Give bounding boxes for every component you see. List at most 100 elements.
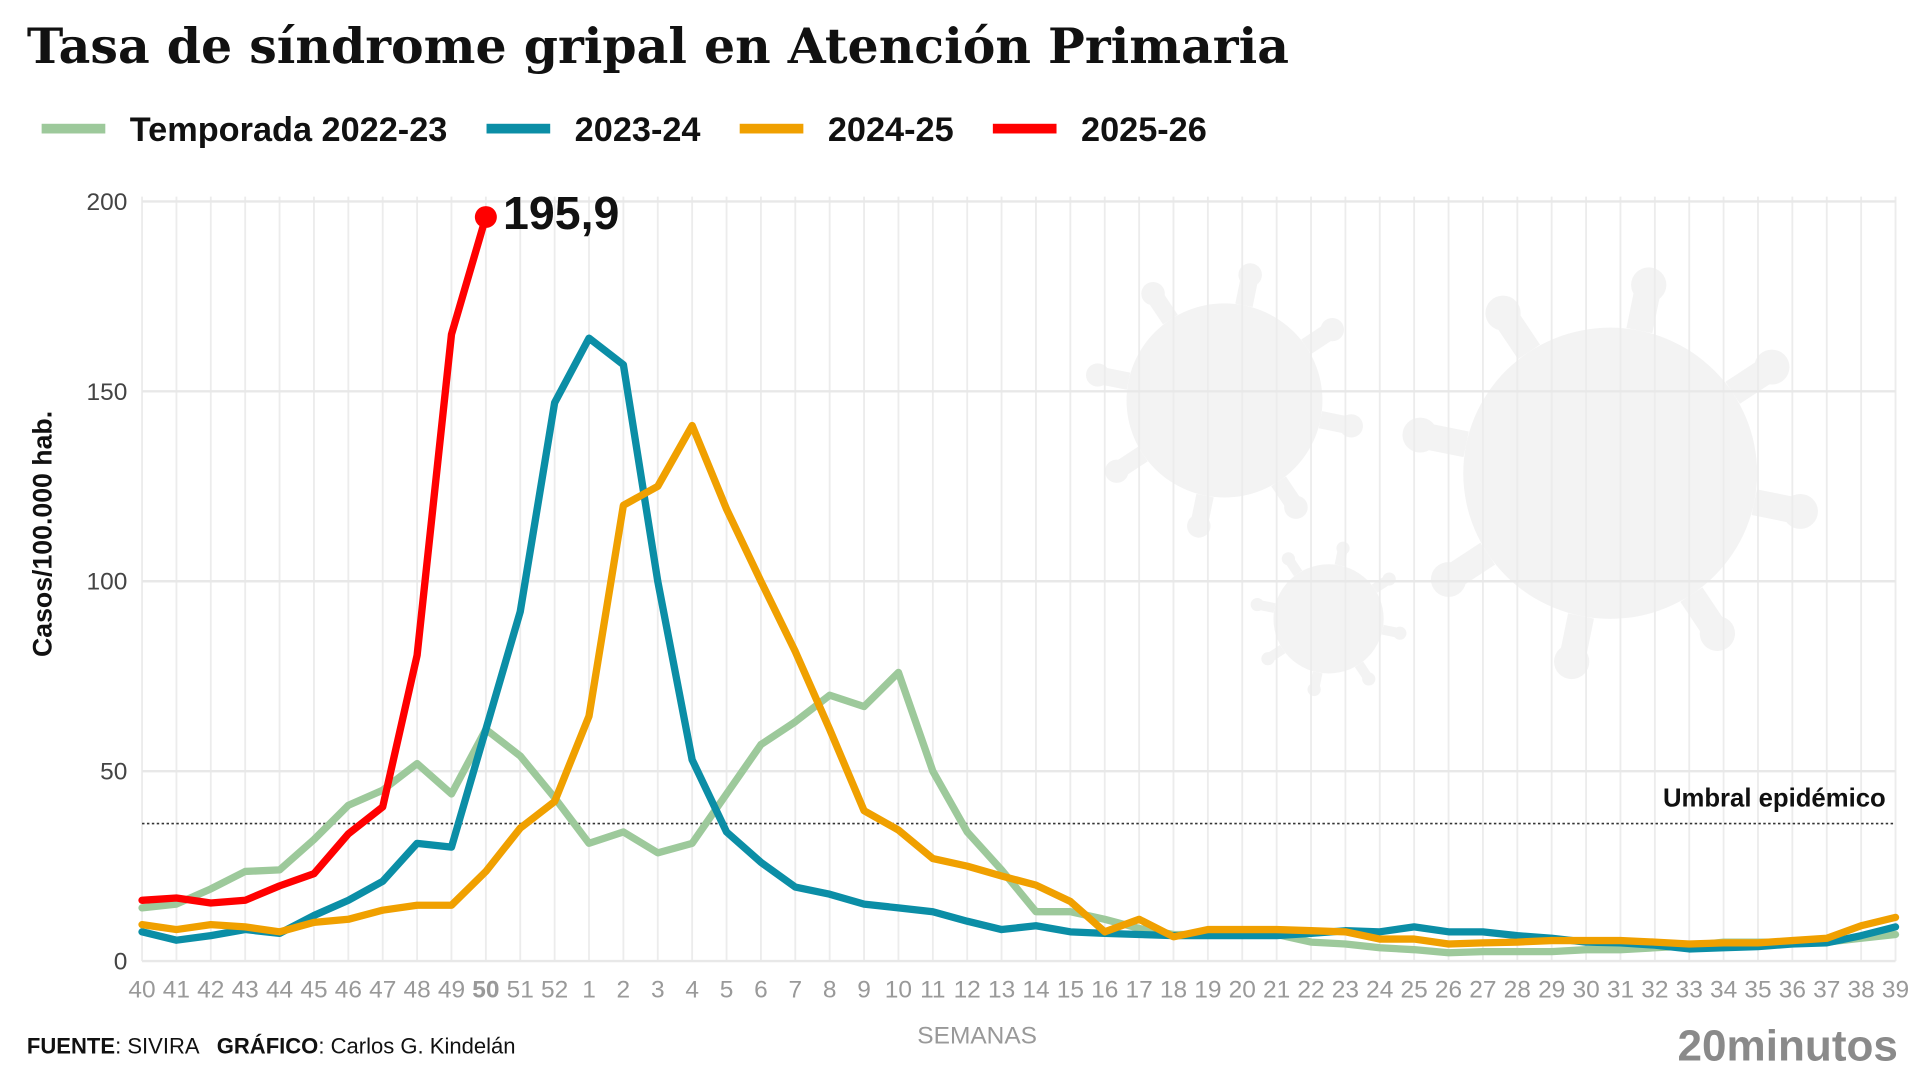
x-tick-label: 17 <box>1125 977 1152 1004</box>
x-tick-label: 22 <box>1297 977 1324 1004</box>
x-tick-label: 26 <box>1435 977 1462 1004</box>
virus-spike-tip <box>1754 349 1790 385</box>
grid <box>141 196 1897 963</box>
virus-spike-tip <box>1250 598 1264 612</box>
x-tick-label: 37 <box>1813 977 1840 1004</box>
y-axis-ticks: 0 50 100 150 200 <box>87 189 128 976</box>
graphic-value: : Carlos G. Kindelán <box>318 1033 515 1058</box>
x-tick-label: 45 <box>300 977 327 1004</box>
x-tick-label: 27 <box>1469 977 1496 1004</box>
y-tick-label: 200 <box>87 189 128 216</box>
x-tick-label: 4 <box>685 977 699 1004</box>
virus-spike-tip <box>1261 652 1275 666</box>
x-tick-label: 46 <box>335 977 362 1004</box>
virus-spike-tip <box>1362 672 1376 686</box>
legend-swatch <box>486 123 551 134</box>
virus-spike-tip <box>1187 514 1211 538</box>
chart-title: Tasa de síndrome gripal en Atención Prim… <box>27 18 1289 75</box>
x-tick-label: 9 <box>857 977 871 1004</box>
x-tick-label: 29 <box>1538 977 1565 1004</box>
y-axis-label: Casos/100.000 hab. <box>27 411 57 657</box>
source-value: : SIVIRA <box>115 1033 200 1058</box>
x-tick-label: 13 <box>988 977 1015 1004</box>
brand-logo: 20minutos <box>1678 1022 1898 1071</box>
virus-spike-tip <box>1238 263 1262 287</box>
x-tick-label: 52 <box>541 977 568 1004</box>
virus-spike-tip <box>1307 682 1321 697</box>
legend-swatch <box>739 123 804 134</box>
virus-spike-tip <box>1336 541 1350 555</box>
y-tick-label: 100 <box>87 569 128 596</box>
x-tick-label: 43 <box>232 977 259 1004</box>
virus-body <box>1273 564 1384 674</box>
legend-swatch <box>992 123 1057 134</box>
x-tick-label: 8 <box>823 977 837 1004</box>
x-tick-label: 50 <box>472 977 499 1004</box>
x-tick-label: 36 <box>1779 977 1806 1004</box>
virus-spike-tip <box>1382 572 1396 586</box>
virus-spike-tip <box>1339 414 1363 438</box>
x-axis-ticks: 40 41 42 43 44 45 46 47 48 49 50 51 52 1 2 3 4 5 6 7 8 9 10 11 1… <box>128 977 1909 1004</box>
y-tick-label: 50 <box>100 759 127 786</box>
virus-spike-tip <box>1104 459 1129 483</box>
legend: Temporada 2022-23 2023-24 2024-25 2025-26 <box>41 111 1207 149</box>
y-tick-label: 0 <box>114 949 128 976</box>
x-tick-label: 7 <box>788 977 802 1004</box>
series-line-3 <box>138 421 1900 948</box>
series-line-4 <box>138 213 490 907</box>
x-tick-label: 18 <box>1160 977 1187 1004</box>
x-tick-label: 34 <box>1710 977 1737 1004</box>
x-tick-label: 41 <box>163 977 190 1004</box>
x-tick-label: 48 <box>403 977 430 1004</box>
x-tick-label: 10 <box>885 977 912 1004</box>
series-lines <box>138 206 1900 957</box>
x-tick-label: 12 <box>954 977 981 1004</box>
x-tick-label: 33 <box>1676 977 1703 1004</box>
legend-label: 2025-26 <box>1081 111 1207 149</box>
legend-label: 2024-25 <box>828 111 954 149</box>
threshold-label: Umbral epidémico <box>1663 785 1886 813</box>
graphic-label: GRÁFICO <box>217 1033 319 1058</box>
virus-spike-tip <box>1782 493 1818 529</box>
x-tick-label: 3 <box>651 977 665 1004</box>
virus-body <box>1463 327 1758 619</box>
virus-spike-tip <box>1281 552 1295 566</box>
x-tick-label: 25 <box>1401 977 1428 1004</box>
x-tick-label: 2 <box>617 977 631 1004</box>
x-tick-label: 6 <box>754 977 768 1004</box>
legend-label: 2023-24 <box>575 111 701 149</box>
x-tick-label: 20 <box>1229 977 1256 1004</box>
virus-spike-tip <box>1631 267 1667 303</box>
source-label: FUENTE <box>27 1033 115 1058</box>
last-value-marker <box>474 206 497 228</box>
x-tick-label: 39 <box>1882 977 1909 1004</box>
x-tick-label: 11 <box>920 977 945 1004</box>
x-tick-label: 28 <box>1504 977 1531 1004</box>
x-axis-label: SEMANAS <box>917 1023 1037 1050</box>
x-tick-label: 24 <box>1366 977 1393 1004</box>
x-tick-label: 1 <box>582 977 596 1004</box>
x-tick-label: 42 <box>197 977 224 1004</box>
x-tick-label: 32 <box>1641 977 1668 1004</box>
virus-watermark <box>1086 263 1818 697</box>
x-tick-label: 47 <box>369 977 396 1004</box>
virus-spike-tip <box>1320 317 1345 342</box>
virus-body <box>1126 303 1323 498</box>
virus-spike-tip <box>1699 615 1736 651</box>
virus-spike-tip <box>1485 295 1521 331</box>
last-value-label: 195,9 <box>503 187 619 239</box>
x-tick-label: 44 <box>266 977 293 1004</box>
legend-swatch <box>41 123 106 134</box>
virus-spike-tip <box>1284 495 1308 519</box>
x-tick-label: 15 <box>1057 977 1084 1004</box>
virus-spike-tip <box>1554 644 1590 680</box>
x-tick-label: 16 <box>1091 977 1118 1004</box>
x-tick-label: 38 <box>1848 977 1875 1004</box>
x-tick-label: 30 <box>1572 977 1599 1004</box>
x-tick-label: 5 <box>720 977 734 1004</box>
x-tick-label: 51 <box>507 977 534 1004</box>
virus-spike-tip <box>1086 363 1110 387</box>
x-tick-label: 21 <box>1263 977 1290 1004</box>
x-tick-label: 35 <box>1744 977 1771 1004</box>
